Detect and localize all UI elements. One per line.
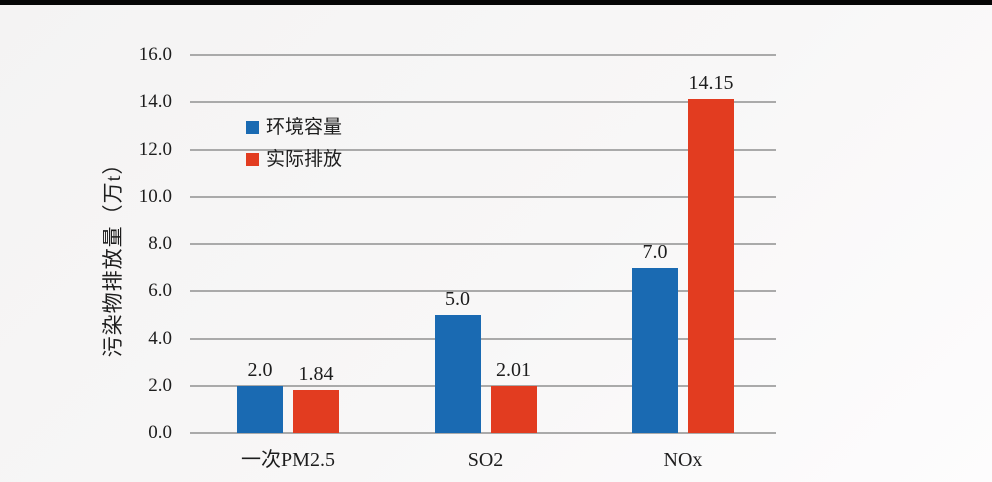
y-tick-label-0.0: 0.0 xyxy=(148,422,172,443)
y-tick-label-6.0: 6.0 xyxy=(148,280,172,302)
legend-item-actual: 实际排放 xyxy=(246,148,342,171)
category-label-nox: NOx xyxy=(663,449,703,471)
gridline-4.0 xyxy=(190,337,776,340)
category-label-so2: SO2 xyxy=(467,449,504,471)
y-tick-label-8.0: 8.0 xyxy=(148,233,172,254)
y-tick-label-4.0: 4.0 xyxy=(148,327,172,349)
y-tick-label-14.0: 14.0 xyxy=(138,91,172,113)
bar-actual-nox xyxy=(688,98,734,433)
gridline-6.0 xyxy=(190,290,776,293)
legend-label-capacity: 环境容量 xyxy=(266,117,343,138)
y-tick-label-2.0: 2.0 xyxy=(148,374,172,396)
gridline-16.0 xyxy=(190,54,776,56)
gridline-10.0 xyxy=(190,195,776,198)
y-tick-label-16.0: 16.0 xyxy=(138,44,172,65)
bar-value-label-actual-pm25: 1.84 xyxy=(298,362,334,385)
gridline-0.0 xyxy=(190,432,776,434)
bar-actual-pm25 xyxy=(293,389,339,433)
legend-item-capacity: 环境容量 xyxy=(246,116,342,139)
gridline-12.0 xyxy=(190,148,776,151)
y-axis-title: 污染物排放量（万t） xyxy=(101,152,125,358)
legend: 环境容量 实际排放 xyxy=(246,116,342,171)
y-tick-label-10.0: 10.0 xyxy=(138,185,172,207)
legend-swatch-actual-icon xyxy=(246,153,259,166)
legend-label-actual: 实际排放 xyxy=(266,149,343,170)
bar-value-label-capacity-nox: 7.0 xyxy=(642,240,668,263)
bar-actual-so2 xyxy=(490,385,537,433)
legend-swatch-capacity-icon xyxy=(246,121,259,134)
bar-capacity-so2 xyxy=(434,314,481,433)
bar-value-label-actual-so2: 2.01 xyxy=(496,358,531,381)
bar-value-label-capacity-pm25: 2.0 xyxy=(247,358,273,381)
y-tick-label-12.0: 12.0 xyxy=(138,138,172,160)
gridline-2.0 xyxy=(190,384,776,387)
category-label-pm25: 一次PM2.5 xyxy=(241,449,335,471)
bar-capacity-nox xyxy=(632,267,678,433)
bar-value-label-actual-nox: 14.15 xyxy=(688,71,734,94)
gridline-8.0 xyxy=(190,243,776,245)
bar-value-label-capacity-so2: 5.0 xyxy=(445,287,470,310)
bar-capacity-pm25 xyxy=(237,385,283,433)
gridline-14.0 xyxy=(190,101,776,104)
top-black-strip xyxy=(0,0,992,5)
